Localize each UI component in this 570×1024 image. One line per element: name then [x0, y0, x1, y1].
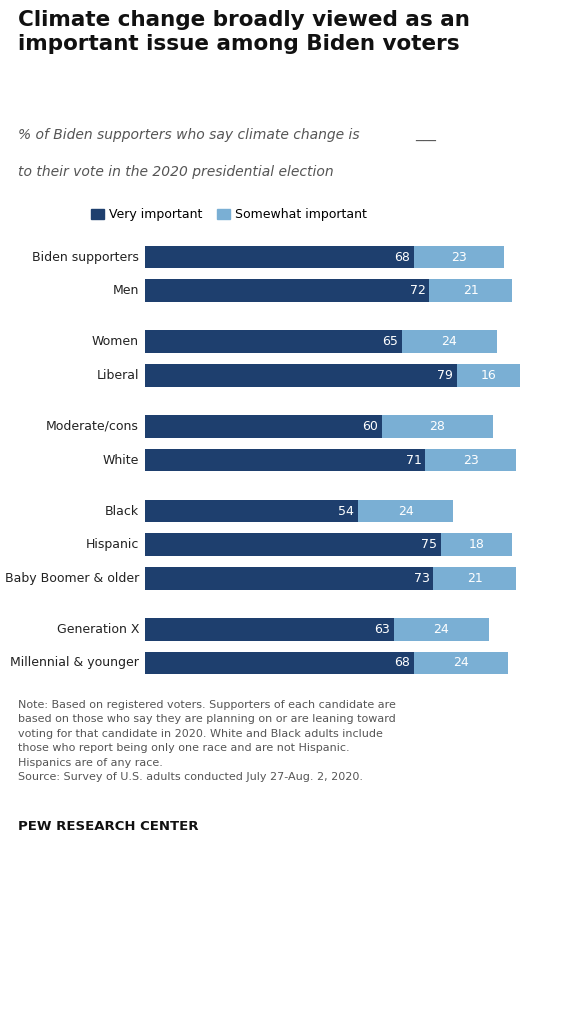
- Text: Liberal: Liberal: [96, 369, 139, 382]
- Text: 18: 18: [469, 539, 484, 551]
- Bar: [145, 280, 429, 302]
- Bar: [394, 618, 488, 641]
- Text: 24: 24: [453, 656, 469, 670]
- Text: Black: Black: [105, 505, 139, 518]
- Bar: [145, 567, 433, 590]
- Bar: [457, 364, 520, 386]
- Text: 24: 24: [398, 505, 414, 518]
- Text: 23: 23: [463, 454, 479, 467]
- Bar: [145, 415, 382, 437]
- Bar: [145, 246, 414, 268]
- Text: % of Biden supporters who say climate change is: % of Biden supporters who say climate ch…: [18, 128, 364, 142]
- Text: Generation X: Generation X: [56, 623, 139, 636]
- Bar: [425, 449, 516, 471]
- Text: Women: Women: [92, 335, 139, 348]
- Bar: [382, 415, 492, 437]
- Text: 71: 71: [406, 454, 421, 467]
- Bar: [145, 364, 457, 386]
- Text: Men: Men: [113, 284, 139, 297]
- Text: 60: 60: [362, 420, 378, 433]
- Text: Moderate/cons: Moderate/cons: [46, 420, 139, 433]
- Text: 79: 79: [437, 369, 453, 382]
- Text: Millennial & younger: Millennial & younger: [10, 656, 139, 670]
- Text: Note: Based on registered voters. Supporters of each candidate are
based on thos: Note: Based on registered voters. Suppor…: [18, 700, 396, 782]
- Text: 21: 21: [467, 571, 483, 585]
- Text: 24: 24: [441, 335, 457, 348]
- Bar: [145, 449, 425, 471]
- Bar: [145, 618, 394, 641]
- Text: 68: 68: [394, 251, 410, 263]
- Text: 73: 73: [413, 571, 429, 585]
- Text: 72: 72: [410, 284, 425, 297]
- Bar: [441, 534, 512, 556]
- Bar: [145, 651, 414, 674]
- Text: 24: 24: [433, 623, 449, 636]
- Text: Biden supporters: Biden supporters: [32, 251, 139, 263]
- Text: 54: 54: [339, 505, 355, 518]
- Text: 23: 23: [451, 251, 467, 263]
- Text: Hispanic: Hispanic: [86, 539, 139, 551]
- Text: Climate change broadly viewed as an
important issue among Biden voters: Climate change broadly viewed as an impo…: [18, 10, 470, 54]
- Text: 75: 75: [421, 539, 437, 551]
- Text: 21: 21: [463, 284, 479, 297]
- Bar: [402, 331, 496, 353]
- Bar: [145, 534, 441, 556]
- Bar: [433, 567, 516, 590]
- Text: 68: 68: [394, 656, 410, 670]
- Bar: [359, 500, 453, 522]
- Bar: [145, 331, 402, 353]
- Bar: [414, 651, 508, 674]
- Bar: [414, 246, 504, 268]
- Legend: Very important, Somewhat important: Very important, Somewhat important: [86, 203, 372, 226]
- Text: Baby Boomer & older: Baby Boomer & older: [5, 571, 139, 585]
- Bar: [429, 280, 512, 302]
- Bar: [145, 500, 359, 522]
- Text: White: White: [103, 454, 139, 467]
- Text: 65: 65: [382, 335, 398, 348]
- Text: to their vote in the 2020 presidential election: to their vote in the 2020 presidential e…: [18, 165, 333, 179]
- Text: ___: ___: [415, 128, 436, 142]
- Text: PEW RESEARCH CENTER: PEW RESEARCH CENTER: [18, 820, 198, 833]
- Text: 63: 63: [374, 623, 390, 636]
- Text: 16: 16: [481, 369, 496, 382]
- Text: 28: 28: [429, 420, 445, 433]
